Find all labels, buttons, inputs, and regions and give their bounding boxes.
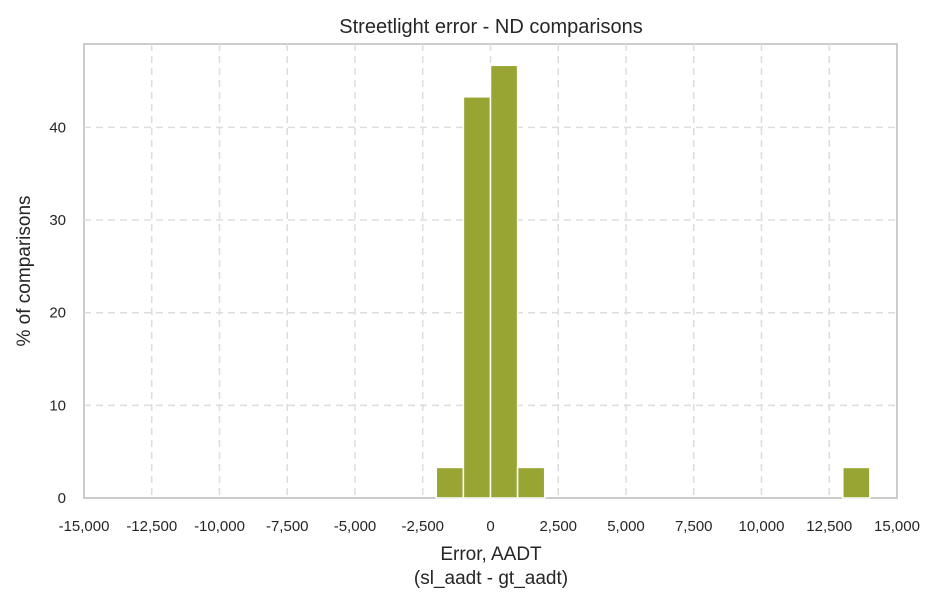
x-tick-label: -5,000	[334, 518, 377, 535]
x-tick-label: -12,500	[126, 518, 177, 535]
x-tick-label: 7,500	[675, 518, 713, 535]
y-tick-label: 40	[49, 119, 66, 136]
chart-title: Streetlight error - ND comparisons	[339, 16, 642, 38]
x-tick-label: 2,500	[539, 518, 577, 535]
y-tick-label: 20	[49, 305, 66, 322]
histogram-bar	[489, 64, 519, 499]
histogram-bar	[462, 96, 492, 499]
x-tick-label: 5,000	[607, 518, 645, 535]
y-axis-ticks: 0 10 20 30 40	[49, 119, 66, 507]
histogram-bar	[842, 466, 871, 499]
x-tick-label: 10,000	[739, 518, 785, 535]
bars	[435, 64, 871, 499]
x-axis-label: Error, AADT	[440, 544, 542, 565]
x-tick-label: -15,000	[59, 518, 110, 535]
x-tick-label: 12,500	[806, 518, 852, 535]
x-axis-ticks: -15,000 -12,500 -10,000 -7,500 -5,000 -2,500 0…	[59, 518, 920, 535]
x-axis-label-line2: (sl_aadt - gt_aadt)	[414, 568, 568, 589]
histogram-bar	[435, 466, 465, 499]
y-tick-label: 0	[58, 490, 66, 507]
grid-lines	[84, 44, 897, 498]
x-tick-label: 15,000	[874, 518, 920, 535]
x-tick-label: 0	[486, 518, 494, 535]
x-tick-label: -2,500	[401, 518, 444, 535]
y-axis-label: % of comparisons	[14, 195, 35, 346]
y-tick-label: 30	[49, 212, 66, 229]
histogram-bar	[516, 466, 546, 499]
x-tick-label: -7,500	[266, 518, 309, 535]
y-tick-label: 10	[49, 397, 66, 414]
x-tick-label: -10,000	[194, 518, 245, 535]
